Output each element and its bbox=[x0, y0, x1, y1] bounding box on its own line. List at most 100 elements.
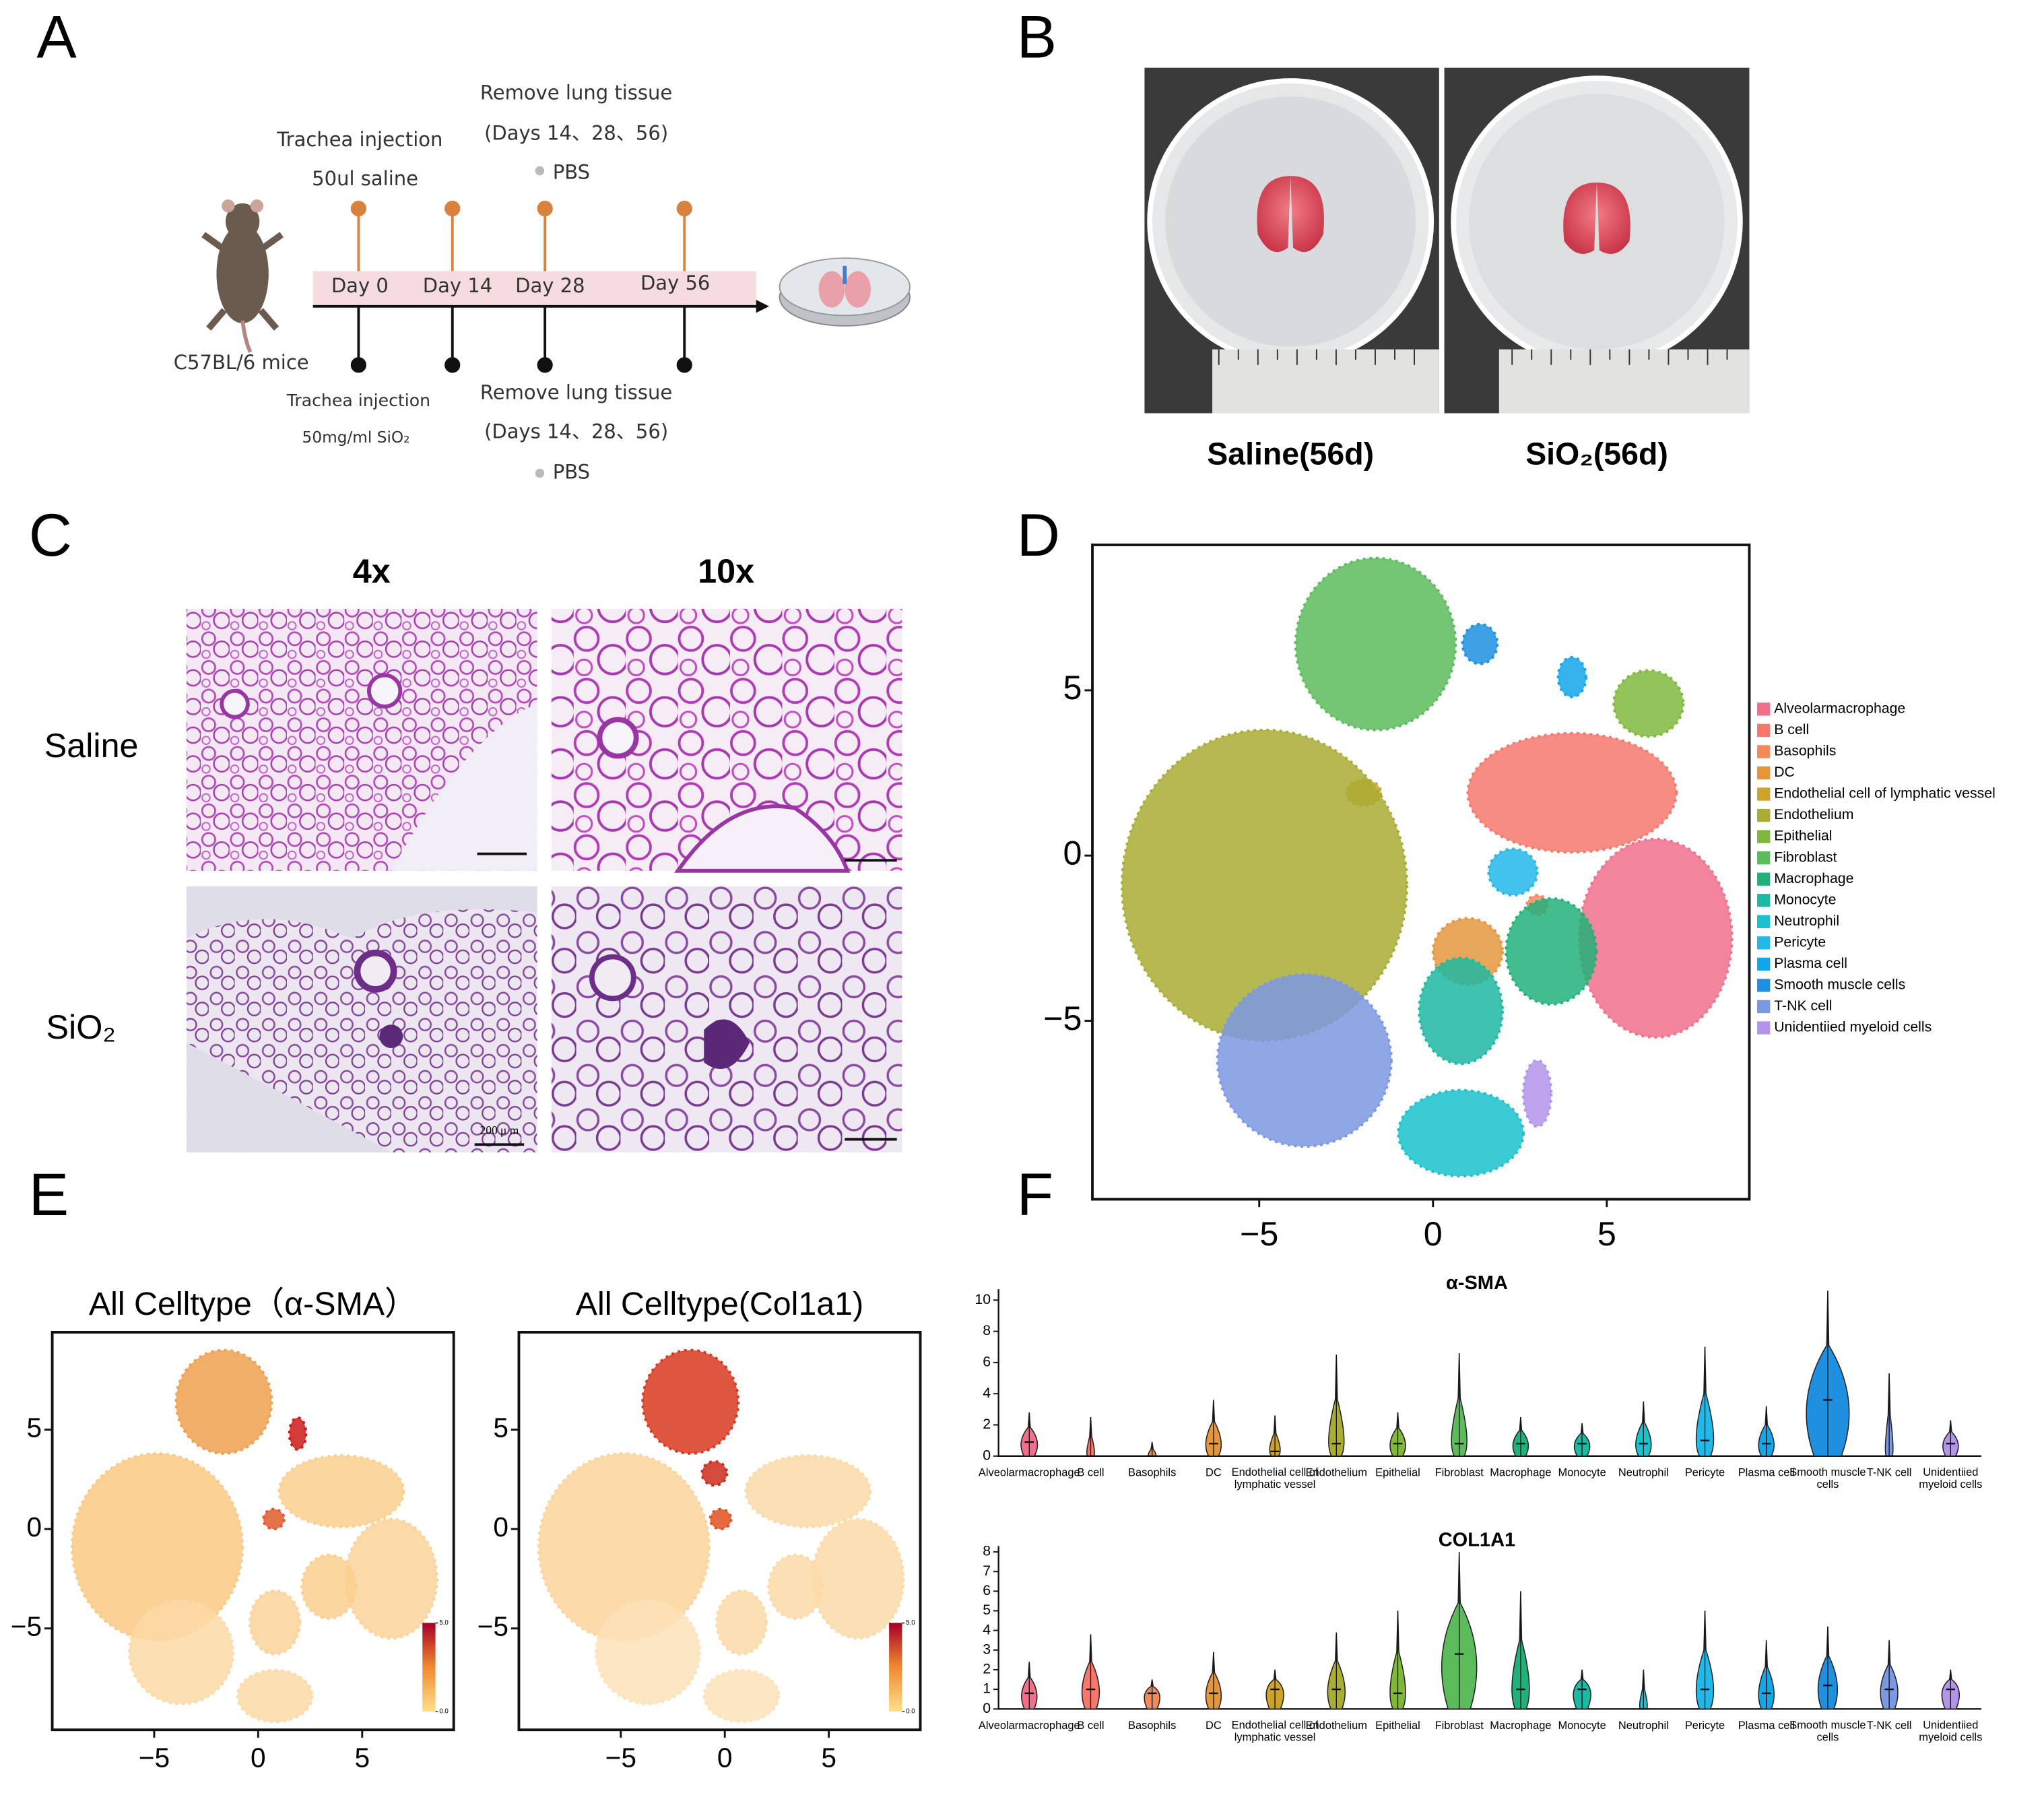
legend-label: Pericyte bbox=[1774, 934, 1826, 950]
legend-label: T-NK cell bbox=[1774, 998, 1832, 1014]
point-cloud bbox=[1556, 655, 1587, 698]
point-cloud bbox=[1466, 731, 1678, 854]
point-cloud bbox=[1505, 897, 1598, 1006]
y-tick-label: 2 bbox=[983, 1416, 991, 1432]
category-label: Neutrophil bbox=[1618, 1466, 1669, 1478]
y-tick-label: 5 bbox=[27, 1412, 42, 1443]
colorbar bbox=[422, 1623, 436, 1712]
legend-label: Plasma cell bbox=[1774, 955, 1847, 971]
legend-swatch bbox=[1757, 787, 1771, 801]
y-tick-label: 0 bbox=[983, 1447, 991, 1463]
legend-swatch bbox=[1757, 979, 1771, 992]
legend-swatch bbox=[1757, 830, 1771, 843]
x-tick-label: −5 bbox=[139, 1742, 170, 1773]
row-header: Saline bbox=[44, 726, 139, 764]
legend-swatch bbox=[1757, 1021, 1771, 1035]
y-tick-label: 2 bbox=[983, 1661, 991, 1677]
x-tick-label: 5 bbox=[821, 1742, 836, 1773]
point-cloud bbox=[811, 1517, 905, 1640]
y-tick-label: 5 bbox=[493, 1412, 508, 1443]
arrow-head bbox=[756, 300, 770, 313]
label: (Days 14、28、56) bbox=[484, 420, 668, 443]
label: (Days 14、28、56) bbox=[484, 121, 668, 144]
legend-swatch bbox=[1757, 723, 1771, 738]
legend-swatch bbox=[1757, 808, 1771, 822]
point-cloud bbox=[1487, 847, 1539, 897]
x-tick-label: −5 bbox=[1240, 1214, 1278, 1253]
photo bbox=[1144, 67, 1439, 414]
y-tick-label: 3 bbox=[983, 1641, 991, 1657]
point-cloud bbox=[641, 1348, 740, 1455]
bottom-pins bbox=[350, 306, 692, 373]
label: Trachea injection bbox=[286, 391, 430, 410]
colorbar-label: 5.0 bbox=[439, 1619, 448, 1627]
category-label: B cell bbox=[1077, 1466, 1104, 1478]
point-cloud bbox=[1522, 1059, 1553, 1128]
legend-label: Macrophage bbox=[1774, 870, 1853, 886]
panel-b: Saline(56d) SiO₂(56d) bbox=[1144, 67, 1750, 471]
legend-label: Endothelium bbox=[1774, 806, 1853, 822]
legend-label: Smooth muscle cells bbox=[1774, 977, 1905, 993]
pbs-dot bbox=[535, 468, 545, 478]
point-cloud bbox=[700, 1460, 729, 1487]
point-cloud bbox=[1397, 1088, 1525, 1178]
caption: Saline(56d) bbox=[1207, 436, 1374, 471]
y-tick-label: −5 bbox=[1043, 999, 1082, 1037]
scatter-plot: −5 0 5 −5 0 5 All Celltype（α-SMA） 0.0 5.0 bbox=[11, 1286, 455, 1773]
category-label: Smooth muscle cells bbox=[1789, 1720, 1866, 1744]
point-cloud bbox=[1612, 669, 1685, 738]
point-cloud bbox=[1120, 728, 1409, 1042]
panel-c: 4x 10x Saline SiO₂ 200 μ m bbox=[44, 552, 902, 1152]
category-label: Fibroblast bbox=[1435, 1720, 1484, 1732]
day-label: Day 56 bbox=[640, 271, 710, 294]
caption: SiO₂(56d) bbox=[1525, 436, 1668, 471]
mouse-label: C57BL/6 mice bbox=[174, 351, 309, 374]
micrograph bbox=[186, 886, 537, 1152]
point-cloud bbox=[1577, 837, 1734, 1039]
row-header: SiO₂ bbox=[46, 1008, 115, 1046]
category-label: Macrophage bbox=[1490, 1720, 1551, 1732]
category-label: B cell bbox=[1077, 1720, 1104, 1732]
y-tick-label: −5 bbox=[11, 1610, 42, 1641]
x-tick-label: 0 bbox=[1424, 1214, 1443, 1253]
legend-swatch bbox=[1757, 936, 1771, 950]
point-cloud bbox=[708, 1507, 733, 1531]
plot-frame bbox=[51, 1331, 455, 1732]
x-tick-label: 5 bbox=[354, 1742, 370, 1773]
legend-label: Alveolarmacrophage bbox=[1774, 700, 1905, 716]
legend-swatch bbox=[1757, 915, 1771, 928]
panel-letter: A bbox=[36, 3, 77, 70]
colorbar bbox=[889, 1623, 902, 1712]
chart-title: All Celltype（α-SMA） bbox=[89, 1286, 418, 1322]
chart-title: All Celltype(Col1a1) bbox=[576, 1286, 864, 1322]
day-label: Day 28 bbox=[515, 274, 585, 297]
panel-letter: C bbox=[29, 501, 72, 568]
colorbar-label: 0.0 bbox=[906, 1708, 915, 1716]
y-tick-label: 4 bbox=[983, 1385, 991, 1401]
micrograph bbox=[551, 886, 902, 1152]
legend-swatch bbox=[1757, 851, 1771, 865]
point-cloud bbox=[70, 1452, 244, 1642]
colorbar-label: 0.0 bbox=[439, 1708, 448, 1716]
label: PBS bbox=[553, 160, 590, 183]
category-label: Unidentiied myeloid cells bbox=[1919, 1720, 1982, 1744]
legend-label: Epithelial bbox=[1774, 828, 1832, 844]
category-label: DC bbox=[1206, 1466, 1222, 1478]
label: 50ul saline bbox=[312, 167, 418, 190]
y-tick-label: 4 bbox=[983, 1621, 991, 1637]
category-label: Endothelium bbox=[1306, 1466, 1367, 1478]
point-cloud bbox=[594, 1599, 702, 1705]
label: Trachea injection bbox=[276, 128, 442, 151]
legend-label: Fibroblast bbox=[1774, 849, 1837, 865]
category-label: Endothelial cell of lymphatic vessel bbox=[1232, 1720, 1319, 1744]
photo bbox=[1444, 67, 1750, 414]
micrograph bbox=[551, 608, 902, 873]
y-tick-label: 0 bbox=[1063, 834, 1082, 872]
point-cloud bbox=[344, 1517, 438, 1640]
dish-icon bbox=[779, 257, 911, 327]
category-label: Fibroblast bbox=[1435, 1466, 1484, 1478]
chart-title: α-SMA bbox=[1446, 1272, 1508, 1294]
y-tick-label: 0 bbox=[493, 1511, 508, 1542]
panel-letters: A B C D E F bbox=[29, 3, 1060, 1228]
